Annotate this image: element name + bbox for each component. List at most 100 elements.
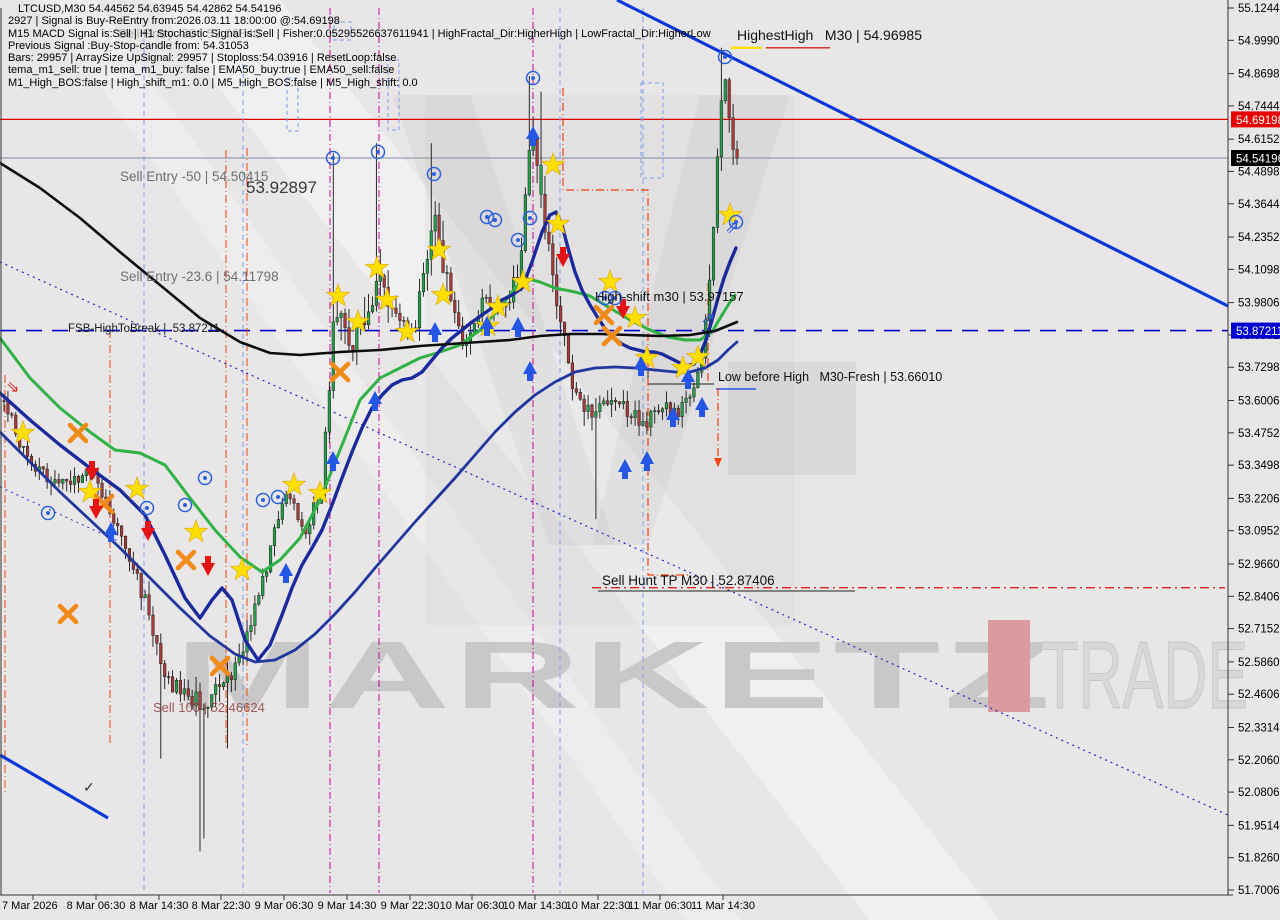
circle-signal-icon: [525, 70, 541, 86]
candle-body: [613, 400, 618, 402]
price-axis-label: 53.60060: [1238, 396, 1280, 408]
candle-body: [543, 194, 547, 233]
bos-shift-state-line: M1_High_BOS:false | High_shift_m1: 0.0 |…: [8, 76, 418, 89]
price-axis-label: 54.23520: [1238, 232, 1280, 244]
time-axis-label: 7 Mar 2026: [2, 900, 58, 912]
x-signal-icon: [175, 549, 197, 571]
candle-body: [120, 525, 124, 537]
price-axis-label: 52.46060: [1238, 689, 1280, 701]
shift-arrow-icon: ⇗: [725, 218, 739, 237]
orange-step-line: [562, 88, 690, 576]
sell-entry-236-label: Sell Entry -23.6 | 54.11798: [120, 269, 279, 284]
candle-body: [696, 371, 700, 389]
candle-body: [135, 569, 139, 574]
star-signal-icon: [325, 283, 351, 307]
watermark-text-right: TRADE: [1041, 622, 1248, 729]
circle-signal-icon: [183, 503, 187, 507]
buy-arrow-icon: [480, 316, 494, 336]
circle-signal-icon: [139, 500, 155, 516]
candle-body: [664, 402, 669, 410]
star-signal-icon: [364, 255, 390, 279]
candle-body: [261, 576, 265, 596]
sell-100-label: Sell 100 | 52.46624: [153, 700, 265, 715]
candle-body: [57, 479, 61, 484]
candle-body: [331, 321, 335, 391]
candle-body: [731, 117, 735, 150]
candle-body: [461, 325, 465, 346]
price-axis-label: 52.84060: [1238, 591, 1280, 603]
circle-signal-icon: [531, 76, 535, 80]
dashed-pattern-box: [286, 77, 299, 132]
candle-body: [214, 684, 218, 695]
circle-signal-icon: [325, 150, 341, 166]
candle-body: [680, 402, 684, 417]
x-signal-icon: [593, 304, 615, 326]
star-signal-icon: [622, 305, 648, 329]
candle-body: [719, 100, 723, 158]
candle-body: [10, 413, 14, 416]
price-axis-label: 52.96600: [1238, 559, 1280, 571]
circle-signal-icon: [276, 495, 280, 499]
circle-signal-icon: [603, 296, 607, 300]
candle-body: [535, 138, 539, 166]
candle-body: [65, 478, 69, 482]
star-signal-icon: [685, 344, 711, 368]
star-signal-icon: [374, 287, 400, 311]
candle-body: [202, 708, 206, 711]
star-signal-icon: [229, 557, 255, 581]
candle-body: [292, 498, 296, 504]
candle-body: [398, 313, 402, 321]
candle-body: [590, 404, 594, 418]
circle-signal-icon: [261, 498, 265, 502]
candle-body: [53, 479, 57, 484]
candle-body: [167, 676, 171, 678]
price-axis-label: 53.09520: [1238, 526, 1280, 538]
signal-price-badge: [1231, 111, 1280, 128]
time-axis-label: 8 Mar 06:30: [67, 900, 126, 912]
candle-body: [657, 410, 661, 413]
dashed-pattern-box: [333, 21, 352, 41]
candle-body: [100, 482, 104, 498]
candle-body: [598, 403, 602, 412]
buy-arrow-icon: [681, 369, 695, 389]
time-axis-label: 8 Mar 14:30: [130, 900, 189, 912]
circle-signal-icon: [432, 172, 436, 176]
time-axis-label: 10 Mar 22:30: [566, 900, 631, 912]
candle-body: [241, 651, 245, 656]
candle-body: [559, 305, 563, 323]
candle-body: [425, 259, 429, 274]
circle-signal-icon: [597, 290, 613, 306]
candle-body: [163, 663, 167, 677]
bg-logo-chevron-right: [592, 95, 790, 545]
star-signal-icon: [485, 294, 511, 318]
price-axis-label: 53.98060: [1238, 298, 1280, 310]
time-axis-label: 9 Mar 22:30: [381, 900, 440, 912]
candle-body: [229, 675, 233, 680]
candle-body: [684, 397, 688, 403]
candle-body: [351, 345, 355, 351]
candle-body: [190, 696, 194, 706]
candle-body: [661, 408, 665, 413]
x-signal-icon: [329, 361, 351, 383]
candle-body: [272, 527, 277, 546]
signal-price-badge-text: 54.69198: [1236, 115, 1280, 127]
price-axis-label: 53.34980: [1238, 460, 1280, 472]
candle-body: [335, 317, 339, 323]
candle-body: [210, 694, 214, 708]
candle-body: [449, 272, 453, 301]
circle-signal-icon: [522, 210, 538, 226]
time-axis-label: 11 Mar 14:30: [691, 900, 755, 912]
candle-body: [269, 545, 273, 573]
candle-body: [527, 150, 531, 195]
candle-body: [629, 416, 633, 418]
fib-price-label: 53.92897: [246, 178, 317, 197]
candle-body: [280, 503, 284, 520]
candle-body: [69, 480, 73, 485]
star-signal-icon: [183, 519, 209, 543]
circle-signal-icon: [493, 218, 497, 222]
price-axis-label: 54.86980: [1238, 69, 1280, 81]
bg-logo-square: [728, 362, 856, 475]
